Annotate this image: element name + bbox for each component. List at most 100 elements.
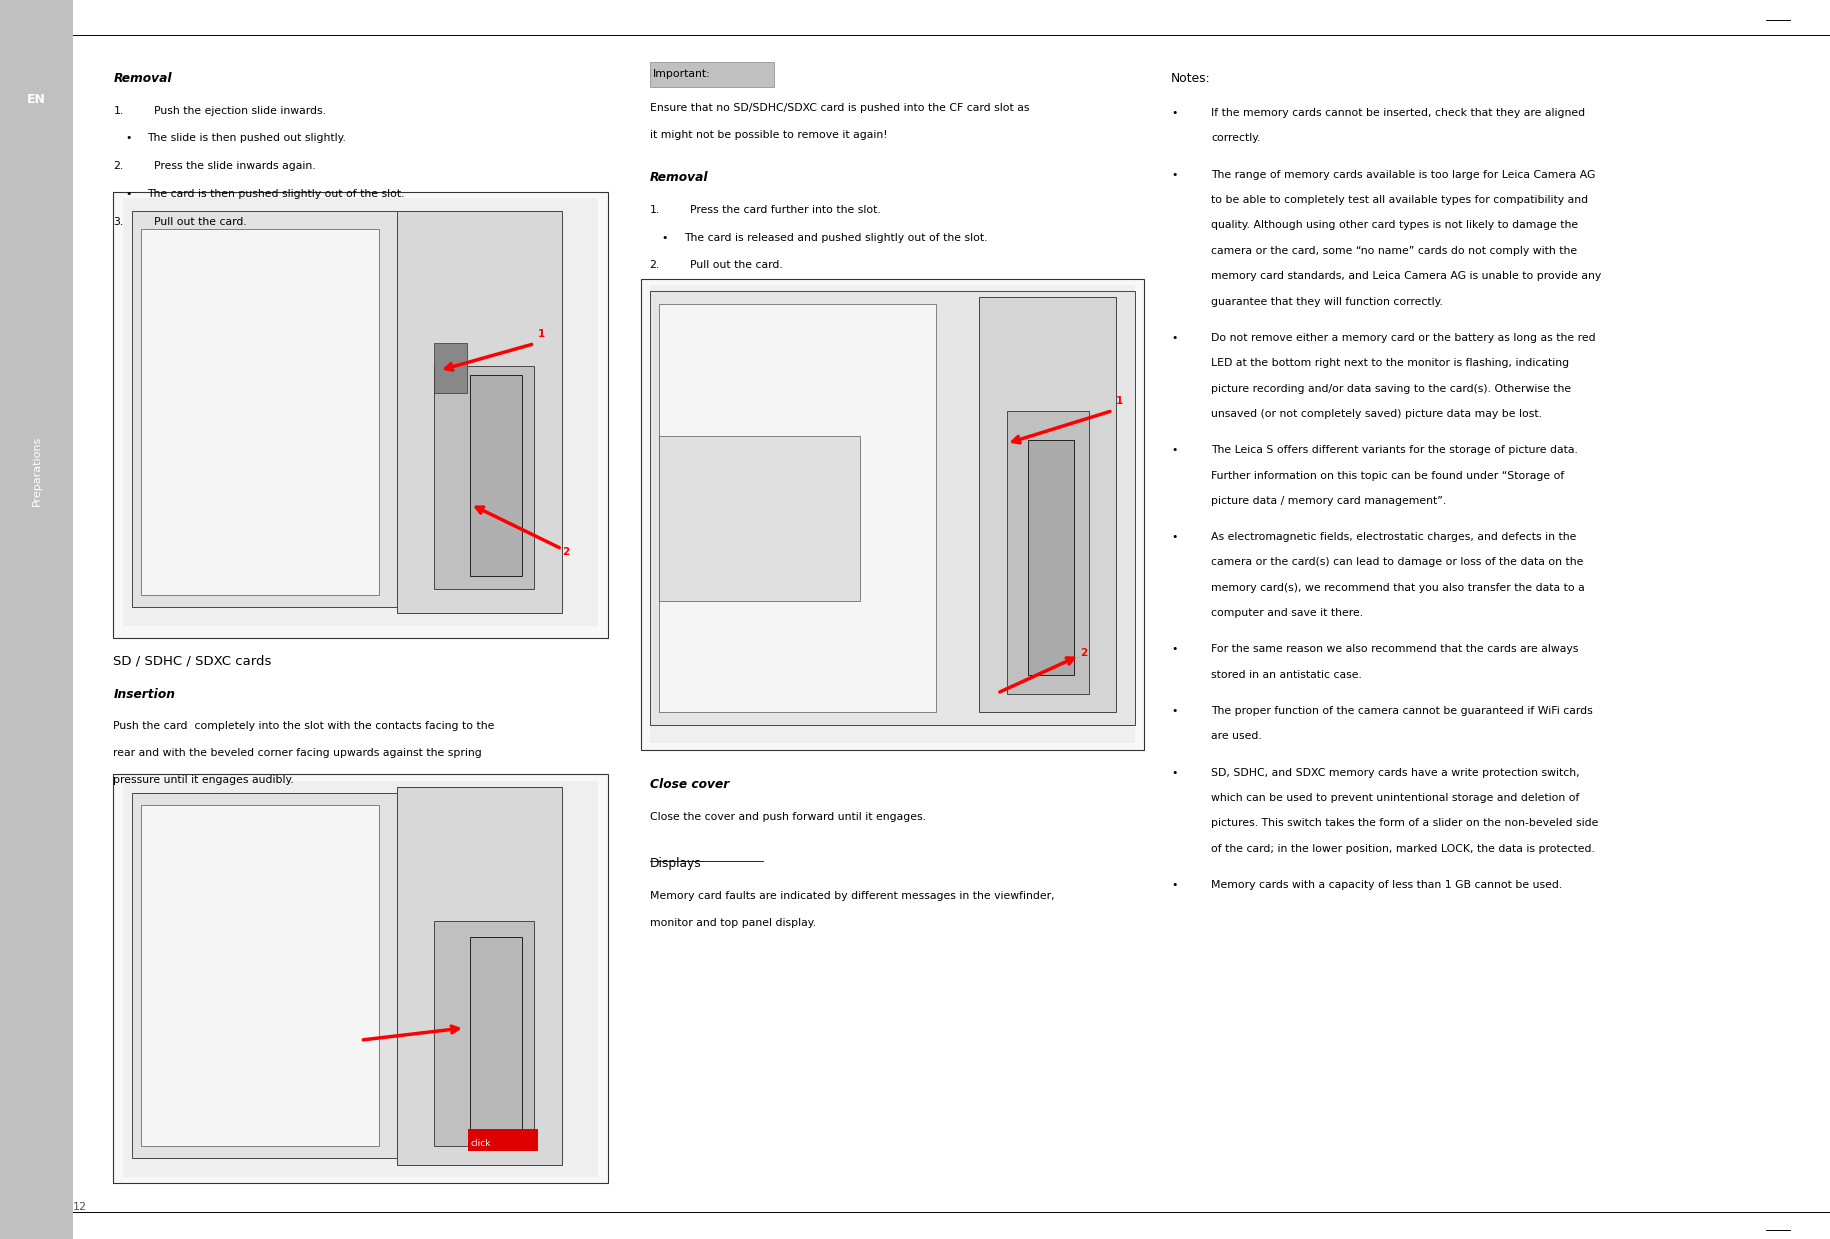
Text: Pull out the card.: Pull out the card. [154, 217, 247, 227]
Text: LED at the bottom right next to the monitor is flashing, indicating: LED at the bottom right next to the moni… [1211, 358, 1570, 368]
Text: SD / SDHC / SDXC cards: SD / SDHC / SDXC cards [113, 654, 273, 667]
Text: •: • [126, 134, 132, 144]
Text: •: • [1171, 333, 1177, 343]
Text: memory card standards, and Leica Camera AG is unable to provide any: memory card standards, and Leica Camera … [1211, 271, 1601, 281]
Text: Removal: Removal [650, 171, 708, 183]
Text: The card is released and pushed slightly out of the slot.: The card is released and pushed slightly… [684, 233, 986, 243]
Text: Close the cover and push forward until it engages.: Close the cover and push forward until i… [650, 812, 926, 821]
Bar [1028, 440, 1074, 675]
Text: Press the slide inwards again.: Press the slide inwards again. [154, 161, 315, 171]
Text: •: • [1171, 706, 1177, 716]
Text: 2: 2 [562, 546, 569, 556]
Text: click: click [470, 1139, 490, 1149]
Text: Do not remove either a memory card or the battery as long as the red: Do not remove either a memory card or th… [1211, 333, 1596, 343]
Text: EN: EN [27, 93, 46, 105]
Text: •: • [1171, 170, 1177, 180]
Text: Push the ejection slide inwards.: Push the ejection slide inwards. [154, 105, 326, 115]
Text: unsaved (or not completely saved) picture data may be lost.: unsaved (or not completely saved) pictur… [1211, 409, 1543, 419]
Text: The card is then pushed slightly out of the slot.: The card is then pushed slightly out of … [148, 190, 404, 199]
Text: •: • [1171, 445, 1177, 455]
Text: •: • [126, 190, 132, 199]
Bar [141, 229, 379, 595]
Text: it might not be possible to remove it again!: it might not be possible to remove it ag… [650, 130, 888, 140]
Text: are used.: are used. [1211, 731, 1263, 741]
Text: picture recording and/or data saving to the card(s). Otherwise the: picture recording and/or data saving to … [1211, 384, 1572, 394]
Text: Press the card further into the slot.: Press the card further into the slot. [690, 204, 880, 214]
Text: pictures. This switch takes the form of a slider on the non-beveled side: pictures. This switch takes the form of … [1211, 819, 1599, 829]
Bar [470, 375, 522, 576]
Bar [132, 211, 397, 607]
Bar [659, 436, 860, 601]
Text: Displays: Displays [650, 857, 701, 870]
Text: Memory cards with a capacity of less than 1 GB cannot be used.: Memory cards with a capacity of less tha… [1211, 880, 1563, 890]
Bar [468, 1129, 538, 1151]
Text: 1: 1 [1116, 396, 1124, 406]
Text: As electromagnetic fields, electrostatic charges, and defects in the: As electromagnetic fields, electrostatic… [1211, 532, 1577, 543]
Text: picture data / memory card management”.: picture data / memory card management”. [1211, 496, 1448, 506]
Bar [640, 279, 1144, 750]
Text: camera or the card, some “no name” cards do not comply with the: camera or the card, some “no name” cards… [1211, 245, 1577, 255]
Text: •: • [1171, 108, 1177, 118]
Bar [650, 62, 774, 87]
Text: 1.: 1. [650, 204, 661, 214]
Bar [141, 805, 379, 1146]
Text: to be able to completely test all available types for compatibility and: to be able to completely test all availa… [1211, 195, 1588, 206]
Bar [123, 781, 598, 1177]
Text: pressure until it engages audibly.: pressure until it engages audibly. [113, 774, 295, 784]
Bar [0, 0, 73, 1239]
Text: stored in an antistatic case.: stored in an antistatic case. [1211, 670, 1362, 680]
Text: •: • [1171, 768, 1177, 778]
Bar [1007, 411, 1089, 694]
Text: rear and with the beveled corner facing upwards against the spring: rear and with the beveled corner facing … [113, 748, 483, 758]
Text: Preparations: Preparations [31, 436, 42, 506]
Text: The slide is then pushed out slightly.: The slide is then pushed out slightly. [148, 134, 346, 144]
Text: Push the card  completely into the slot with the contacts facing to the: Push the card completely into the slot w… [113, 721, 494, 731]
Text: •: • [1171, 532, 1177, 543]
Text: •: • [1171, 644, 1177, 654]
Bar [434, 343, 467, 393]
Bar [397, 787, 562, 1165]
Text: which can be used to prevent unintentional storage and deletion of: which can be used to prevent unintention… [1211, 793, 1579, 803]
Bar [132, 793, 397, 1158]
Bar [123, 198, 598, 626]
Text: SD, SDHC, and SDXC memory cards have a write protection switch,: SD, SDHC, and SDXC memory cards have a w… [1211, 768, 1579, 778]
Bar [650, 291, 1135, 725]
Text: memory card(s), we recommend that you also transfer the data to a: memory card(s), we recommend that you al… [1211, 582, 1585, 592]
Bar [434, 922, 534, 1146]
Text: 2.: 2. [650, 260, 661, 270]
Text: Close cover: Close cover [650, 778, 728, 790]
Text: 1.: 1. [113, 105, 124, 115]
Text: camera or the card(s) can lead to damage or loss of the data on the: camera or the card(s) can lead to damage… [1211, 558, 1583, 567]
Text: quality. Although using other card types is not likely to damage the: quality. Although using other card types… [1211, 221, 1579, 230]
Bar [650, 285, 1135, 743]
Text: Important:: Important: [653, 69, 712, 79]
Text: The proper function of the camera cannot be guaranteed if WiFi cards: The proper function of the camera cannot… [1211, 706, 1594, 716]
Text: guarantee that they will function correctly.: guarantee that they will function correc… [1211, 296, 1444, 306]
Text: computer and save it there.: computer and save it there. [1211, 608, 1363, 618]
Text: 3.: 3. [113, 217, 124, 227]
Bar [113, 192, 608, 638]
Text: Pull out the card.: Pull out the card. [690, 260, 783, 270]
Bar [397, 211, 562, 613]
Text: Removal: Removal [113, 72, 172, 84]
Text: 2: 2 [1080, 648, 1087, 658]
Text: Memory card faults are indicated by different messages in the viewfinder,: Memory card faults are indicated by diff… [650, 891, 1054, 901]
Bar [979, 297, 1116, 712]
Bar [434, 366, 534, 589]
Text: Notes:: Notes: [1171, 72, 1211, 84]
Text: monitor and top panel display.: monitor and top panel display. [650, 918, 816, 928]
Text: •: • [662, 233, 668, 243]
Bar [659, 304, 935, 712]
Text: The range of memory cards available is too large for Leica Camera AG: The range of memory cards available is t… [1211, 170, 1596, 180]
Text: Insertion: Insertion [113, 688, 176, 700]
Text: •: • [1171, 880, 1177, 890]
Bar [470, 938, 522, 1134]
Text: 1: 1 [538, 330, 545, 339]
Text: 12: 12 [73, 1202, 88, 1212]
Text: For the same reason we also recommend that the cards are always: For the same reason we also recommend th… [1211, 644, 1579, 654]
Text: correctly.: correctly. [1211, 134, 1261, 144]
Text: Further information on this topic can be found under “Storage of: Further information on this topic can be… [1211, 471, 1565, 481]
Text: If the memory cards cannot be inserted, check that they are aligned: If the memory cards cannot be inserted, … [1211, 108, 1585, 118]
Text: The Leica S offers different variants for the storage of picture data.: The Leica S offers different variants fo… [1211, 445, 1577, 455]
Text: Ensure that no SD/SDHC/SDXC card is pushed into the CF card slot as: Ensure that no SD/SDHC/SDXC card is push… [650, 103, 1028, 113]
